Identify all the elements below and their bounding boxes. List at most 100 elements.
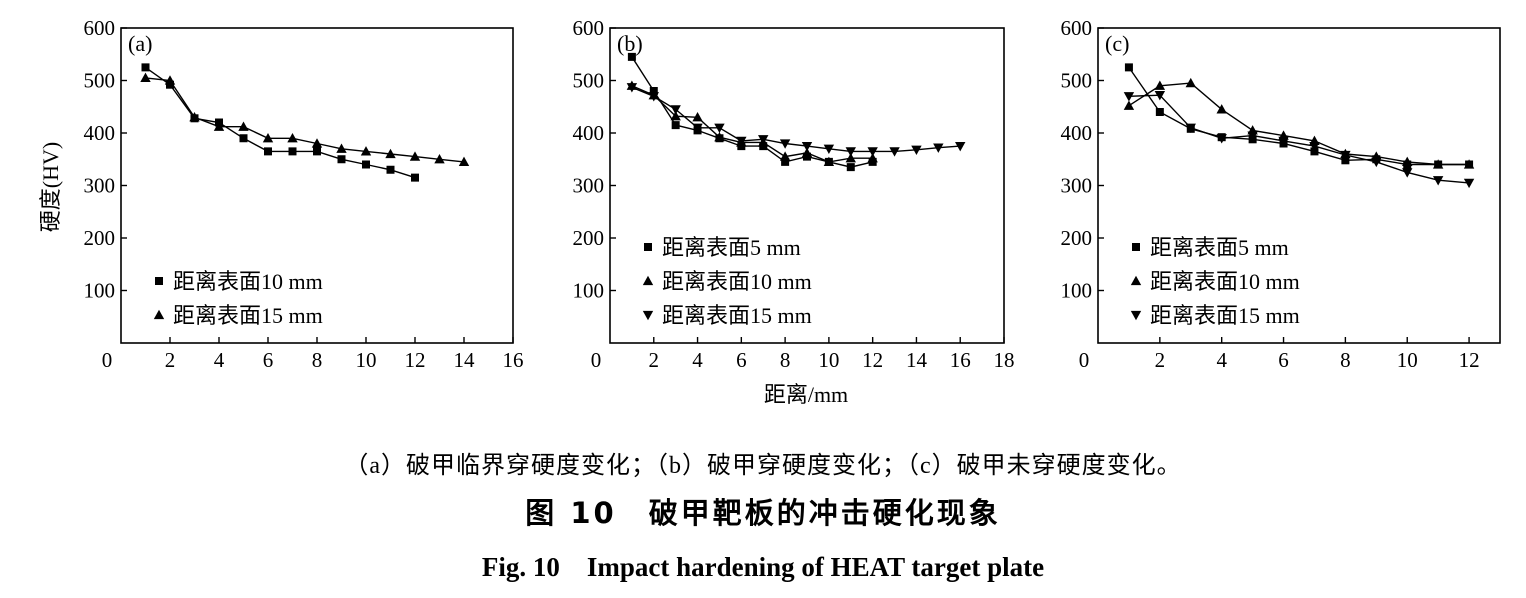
data-point xyxy=(1371,157,1382,168)
y-tick-label: 500 xyxy=(84,69,116,93)
data-point xyxy=(1154,80,1166,90)
data-point xyxy=(670,105,681,115)
y-tick-label: 300 xyxy=(573,174,605,198)
legend-entry: 距离表面10 mm xyxy=(662,269,812,294)
figure-caption-english: Fig. 10 Impact hardening of HEAT target … xyxy=(481,552,1045,582)
y-tick-label: 400 xyxy=(84,121,116,145)
data-point xyxy=(845,147,856,157)
data-point xyxy=(1123,92,1135,102)
data-point xyxy=(714,123,725,133)
data-point xyxy=(311,138,323,148)
data-point xyxy=(955,141,966,152)
x-tick-label: 18 xyxy=(994,348,1015,372)
series-line-3 xyxy=(631,86,961,153)
y-tick-label: 100 xyxy=(84,279,116,303)
x-tick-label: 8 xyxy=(1340,348,1351,372)
chart-panel-2: 100 200 300 400 500 600 0 2 4 6 8 10 12 14 16 18 (b) 距离表面… xyxy=(573,16,1015,372)
legend-entry: 距离表面15 mm xyxy=(662,303,812,328)
x-tick-label: 10 xyxy=(1397,348,1418,372)
y-tick-label: 400 xyxy=(573,121,605,145)
series-line-1 xyxy=(145,66,416,179)
data-point xyxy=(239,134,248,143)
data-point xyxy=(867,153,878,163)
y-tick-label: 600 xyxy=(1061,16,1093,40)
data-point xyxy=(846,163,855,172)
figure-caption-chinese: 图 10 破甲靶板的冲击硬化现象 xyxy=(525,496,1001,530)
x-tick-label: 4 xyxy=(214,348,225,372)
series-line-2 xyxy=(1128,82,1470,166)
series-line-1 xyxy=(631,56,873,168)
subfigure-caption: （a）破甲临界穿硬度变化；（b）破甲穿硬度变化；（c）破甲未穿硬度变化。 xyxy=(344,453,1182,479)
data-point xyxy=(313,147,321,156)
data-point xyxy=(140,72,151,83)
data-point xyxy=(458,156,470,167)
panel-label: (b) xyxy=(617,31,643,56)
plot-frame xyxy=(120,27,514,344)
legend-entry: 距离表面5 mm xyxy=(662,235,801,260)
data-point xyxy=(434,154,445,164)
legend-marker xyxy=(153,309,165,320)
legend-entry: 距离表面15 mm xyxy=(1150,303,1300,328)
data-point xyxy=(1432,176,1444,186)
y-tick-label: 300 xyxy=(1061,174,1093,198)
data-point xyxy=(1185,123,1196,133)
y-tick-label: 300 xyxy=(84,174,116,198)
data-point xyxy=(409,151,421,161)
legend-entry: 距离表面5 mm xyxy=(1150,235,1289,260)
data-point xyxy=(648,92,659,102)
data-point xyxy=(692,112,703,122)
series-line-2 xyxy=(145,77,465,163)
x-tick-label: 10 xyxy=(356,348,377,372)
data-point xyxy=(1463,159,1475,169)
x-tick-label: 10 xyxy=(818,348,839,372)
data-point xyxy=(1123,100,1135,110)
x-tick-label: 6 xyxy=(736,348,747,372)
data-point xyxy=(166,80,174,89)
data-point xyxy=(262,133,274,143)
chart-panel-1: 100 200 300 400 500 600 0 2 4 6 8 10 12 14 16 (a) 距离表面10… xyxy=(84,16,524,372)
legend-entry: 距离表面15 mm xyxy=(173,303,323,328)
panel-label: (a) xyxy=(128,31,152,56)
y-tick-label: 400 xyxy=(1061,121,1093,145)
data-point xyxy=(360,146,372,156)
y-tick-label: 100 xyxy=(1061,279,1093,303)
data-point xyxy=(1402,168,1413,178)
y-tick-label: 500 xyxy=(573,69,605,93)
data-point xyxy=(141,63,150,72)
data-point xyxy=(1185,77,1196,88)
data-point xyxy=(337,155,346,164)
data-point xyxy=(1309,141,1320,152)
data-point xyxy=(911,145,922,155)
data-point xyxy=(287,133,298,143)
data-point xyxy=(1341,156,1350,165)
y-tick-label: 200 xyxy=(1061,226,1093,250)
x-tick-label: 16 xyxy=(503,348,524,372)
data-point xyxy=(627,52,636,61)
legend-entry: 距离表面10 mm xyxy=(173,269,323,294)
data-point xyxy=(362,160,370,169)
x-tick-label: 2 xyxy=(165,348,176,372)
data-point xyxy=(714,132,725,142)
x-tick-label: 6 xyxy=(263,348,274,372)
data-point xyxy=(779,151,791,161)
data-point xyxy=(781,157,790,166)
legend-marker xyxy=(1130,275,1142,286)
data-point xyxy=(264,147,272,156)
data-point xyxy=(386,165,395,174)
data-point xyxy=(889,147,900,157)
x-tick-label: 8 xyxy=(780,348,791,372)
y-tick-label: 600 xyxy=(84,16,116,40)
origin-tick-label: 0 xyxy=(1079,348,1090,372)
legend-marker xyxy=(642,275,654,286)
data-point xyxy=(933,143,944,153)
y-tick-label: 200 xyxy=(84,226,116,250)
origin-tick-label: 0 xyxy=(102,348,113,372)
x-tick-label: 4 xyxy=(692,348,703,372)
x-tick-label: 12 xyxy=(862,348,883,372)
x-tick-label: 12 xyxy=(405,348,426,372)
legend-entry: 距离表面10 mm xyxy=(1150,269,1300,294)
data-point xyxy=(867,147,878,157)
data-point xyxy=(670,111,681,121)
y-axis-label: 硬度(HV) xyxy=(38,142,63,232)
